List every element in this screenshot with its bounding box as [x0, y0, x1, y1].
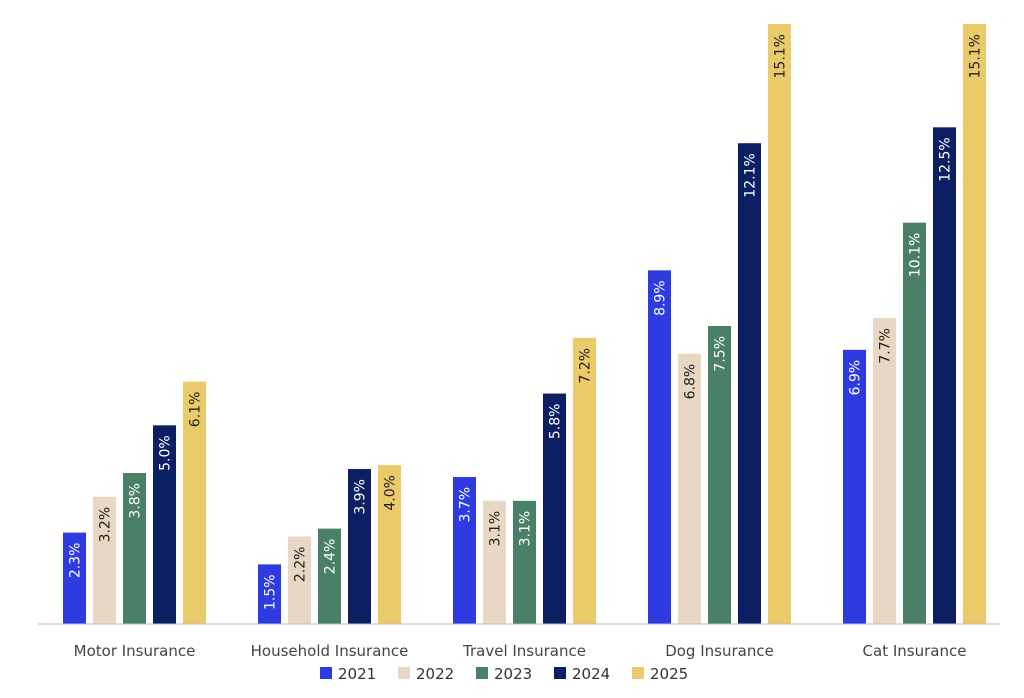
data-label: 4.0% [383, 475, 399, 511]
bar-2024-motor-insurance [153, 425, 176, 624]
bar-2021-cat-insurance [843, 349, 866, 624]
data-label: 8.9% [653, 280, 669, 316]
bar-2024-cat-insurance [933, 127, 956, 625]
bar-2025-motor-insurance [183, 381, 206, 624]
legend-label-2022: 2022 [416, 665, 454, 683]
bar-2023-household-insurance [318, 528, 341, 624]
data-label: 2.4% [323, 539, 339, 575]
data-label: 10.1% [908, 233, 924, 277]
x-axis-ticks: Motor Insurance Household Insurance Travel… [74, 642, 967, 660]
legend-swatch-2025 [632, 667, 644, 679]
bar-2025-travel-insurance [573, 337, 596, 624]
data-label: 5.0% [158, 435, 174, 471]
bar-2023-cat-insurance [903, 222, 926, 625]
bar-2021-household-insurance [258, 564, 281, 624]
legend-label-2023: 2023 [494, 665, 532, 683]
data-label: 3.8% [128, 483, 144, 519]
bar-2025-household-insurance [378, 465, 401, 624]
data-label: 7.5% [713, 336, 729, 372]
data-label: 2.2% [293, 547, 309, 583]
x-tick-label: Travel Insurance [462, 642, 586, 660]
x-tick-label: Motor Insurance [74, 642, 196, 660]
bar-2023-dog-insurance [708, 325, 731, 624]
x-tick-label: Household Insurance [251, 642, 409, 660]
legend-swatch-2021 [320, 667, 332, 679]
data-labels-layer: 2.3% 3.2% 3.8% 5.0% 6.1% 1.5% 2.2% 2.4% 3.9% 4.0%… [68, 34, 984, 610]
bar-2022-cat-insurance [873, 318, 896, 624]
x-tick-label: Cat Insurance [863, 642, 967, 660]
data-label: 3.7% [458, 487, 474, 523]
bar-2023-motor-insurance [123, 473, 146, 624]
data-label: 15.1% [773, 34, 789, 78]
data-label: 6.9% [848, 360, 864, 396]
bar-2022-travel-insurance [483, 500, 506, 624]
legend-swatch-2023 [476, 667, 488, 679]
data-label: 7.7% [878, 328, 894, 364]
data-label: 3.1% [518, 511, 534, 547]
bar-2024-dog-insurance [738, 143, 761, 624]
bar-2021-dog-insurance [648, 270, 671, 624]
data-label: 1.5% [263, 574, 279, 610]
bar-2024-travel-insurance [543, 393, 566, 624]
bar-2025-dog-insurance [768, 24, 791, 624]
legend-label-2024: 2024 [572, 665, 610, 683]
legend-swatch-2022 [398, 667, 410, 679]
data-label: 5.8% [548, 404, 564, 440]
bar-2024-household-insurance [348, 469, 371, 624]
bar-2021-travel-insurance [453, 476, 476, 624]
legend-label-2025: 2025 [650, 665, 688, 683]
legend: 2021 2022 2023 2024 2025 [320, 665, 688, 683]
data-label: 6.1% [188, 392, 204, 428]
data-label: 3.2% [98, 507, 114, 543]
data-label: 12.1% [743, 153, 759, 197]
legend-label-2021: 2021 [338, 665, 376, 683]
bar-2022-dog-insurance [678, 353, 701, 624]
bars-layer [63, 24, 986, 625]
bar-2022-motor-insurance [93, 496, 116, 624]
data-label: 7.2% [578, 348, 594, 384]
legend-swatch-2024 [554, 667, 566, 679]
data-label: 15.1% [968, 34, 984, 78]
bar-2023-travel-insurance [513, 500, 536, 624]
data-label: 2.3% [68, 543, 84, 579]
bar-2022-household-insurance [288, 536, 311, 624]
data-label: 3.1% [488, 511, 504, 547]
x-tick-label: Dog Insurance [665, 642, 774, 660]
data-label: 12.5% [938, 137, 954, 181]
data-label: 3.9% [353, 479, 369, 515]
bar-2021-motor-insurance [63, 532, 86, 624]
bar-2025-cat-insurance [963, 24, 986, 624]
data-label: 6.8% [683, 364, 699, 400]
